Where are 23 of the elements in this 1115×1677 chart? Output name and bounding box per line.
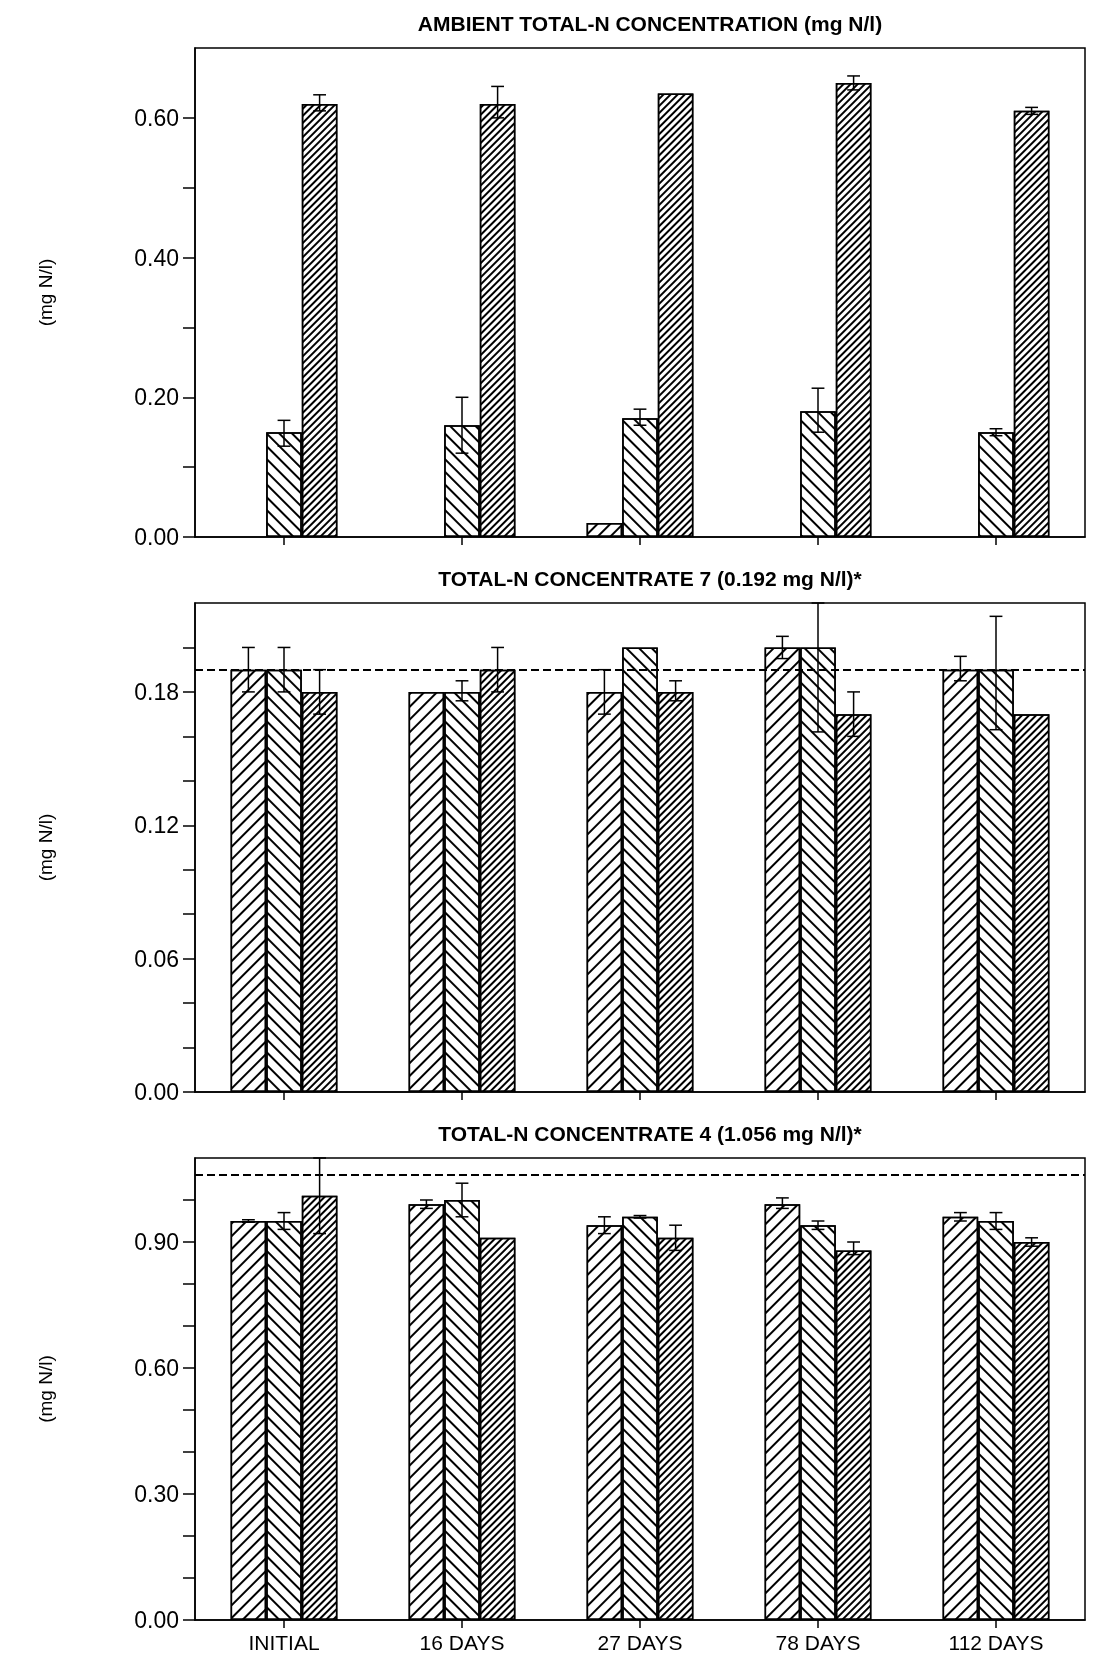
y-tick-label: 0.00 (134, 524, 179, 550)
y-tick-label: 0.90 (134, 1229, 179, 1255)
y-axis-title: (mg N/l) (35, 258, 56, 327)
y-tick-label: 0.00 (134, 1607, 179, 1633)
y-tick-label: 0.00 (134, 1079, 179, 1105)
y-tick-label: 0.20 (134, 384, 179, 411)
x-tick-label: INITIAL (248, 1631, 320, 1654)
y-tick-label: 0.06 (134, 945, 179, 972)
y-tick-label: 0.40 (134, 244, 179, 271)
x-tick-label: 27 DAYS (597, 1631, 683, 1654)
x-tick-label: 112 DAYS (948, 1631, 1044, 1654)
chart-title: TOTAL-N CONCENTRATE 7 (0.192 mg N/l)* (438, 567, 863, 590)
y-tick-label: 0.60 (134, 1355, 179, 1381)
y-axis-title: (mg N/l) (35, 813, 56, 882)
y-tick-label: 0.30 (134, 1481, 179, 1507)
y-tick-label: 0.60 (134, 104, 179, 131)
chart-title: AMBIENT TOTAL-N CONCENTRATION (mg N/l) (417, 12, 883, 35)
y-tick-label: 0.12 (134, 812, 179, 839)
chart-title: TOTAL-N CONCENTRATE 4 (1.056 mg N/l)* (438, 1122, 863, 1145)
x-tick-label: 78 DAYS (775, 1631, 861, 1654)
y-tick-label: 0.18 (134, 678, 179, 705)
y-axis-title: (mg N/l) (35, 1355, 56, 1423)
x-tick-label: 16 DAYS (419, 1631, 505, 1654)
